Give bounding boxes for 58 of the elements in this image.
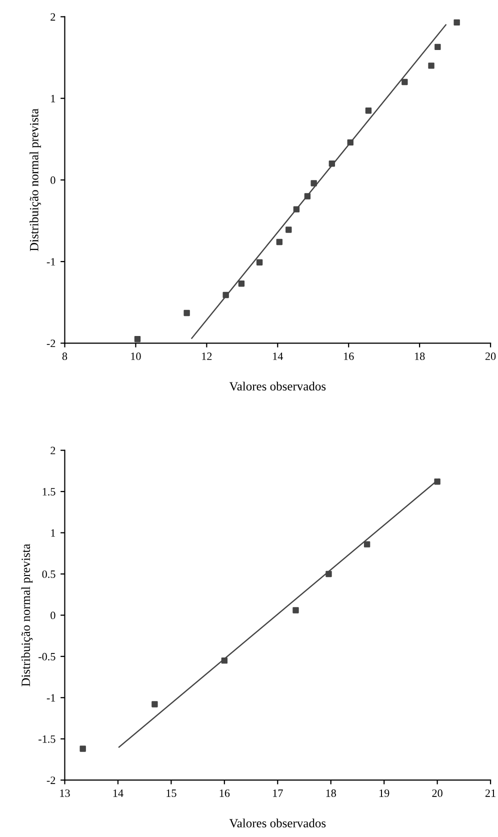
point bbox=[347, 139, 354, 146]
x-tick-label: 17 bbox=[273, 789, 283, 797]
y-tick-label: -2 bbox=[46, 776, 56, 784]
point bbox=[310, 180, 317, 186]
y-tick-label: 1 bbox=[51, 94, 56, 102]
x-tick-label: 18 bbox=[414, 352, 425, 360]
x-tick-label: 19 bbox=[380, 789, 390, 797]
point bbox=[184, 310, 190, 316]
x-tick-label: 20 bbox=[432, 789, 442, 797]
y-tick-label: 1 bbox=[51, 529, 56, 537]
point bbox=[276, 238, 283, 246]
x-tick-label: 13 bbox=[60, 789, 70, 797]
x-axis-title: Valores observados bbox=[229, 382, 326, 391]
x-tick-label: 12 bbox=[202, 352, 212, 360]
point bbox=[326, 570, 332, 578]
point bbox=[304, 193, 311, 200]
point bbox=[454, 19, 460, 26]
x-tick-label: 16 bbox=[344, 352, 354, 360]
y-tick-label: 0 bbox=[50, 612, 56, 620]
point bbox=[256, 259, 263, 266]
y-tick-label: -1.5 bbox=[38, 735, 56, 743]
y-axis-title: Distribuição normal prevista bbox=[30, 108, 41, 252]
x-tick-label: 21 bbox=[485, 789, 496, 797]
point bbox=[134, 336, 141, 342]
point bbox=[221, 657, 228, 664]
x-tick-label: 20 bbox=[485, 352, 496, 360]
point bbox=[222, 292, 229, 298]
x-tick-label: 15 bbox=[166, 789, 176, 797]
point bbox=[286, 226, 292, 233]
point bbox=[152, 701, 158, 708]
point bbox=[428, 62, 434, 69]
point bbox=[292, 607, 299, 614]
x-tick-label: 16 bbox=[220, 789, 230, 797]
point bbox=[434, 478, 440, 485]
x-tick-label: 18 bbox=[326, 789, 336, 797]
x-tick-label: 14 bbox=[113, 789, 124, 797]
y-tick-label: -0.5 bbox=[38, 652, 56, 660]
point bbox=[365, 107, 372, 114]
y-tick-label: 1.5 bbox=[42, 488, 56, 496]
y-tick-label: 0.5 bbox=[42, 570, 56, 578]
y-tick-label: 2 bbox=[50, 13, 56, 21]
y-tick-label: -1 bbox=[46, 694, 56, 702]
point bbox=[238, 280, 245, 287]
y-tick-label: -2 bbox=[46, 340, 56, 348]
point bbox=[328, 160, 336, 167]
x-tick-label: 8 bbox=[62, 352, 68, 360]
point bbox=[293, 206, 300, 212]
point bbox=[364, 541, 370, 548]
x-tick-label: 14 bbox=[273, 352, 284, 360]
point bbox=[434, 44, 441, 50]
y-tick-label: 2 bbox=[50, 446, 56, 454]
x-tick-label: 10 bbox=[131, 352, 141, 360]
point bbox=[402, 78, 408, 86]
y-axis-title: Distribuição normal prevista bbox=[21, 544, 33, 686]
y-tick-label: 0 bbox=[50, 176, 56, 184]
y-tick-label: -1 bbox=[46, 258, 56, 266]
x-axis-title: Valores observados bbox=[229, 818, 326, 828]
point bbox=[80, 746, 86, 752]
